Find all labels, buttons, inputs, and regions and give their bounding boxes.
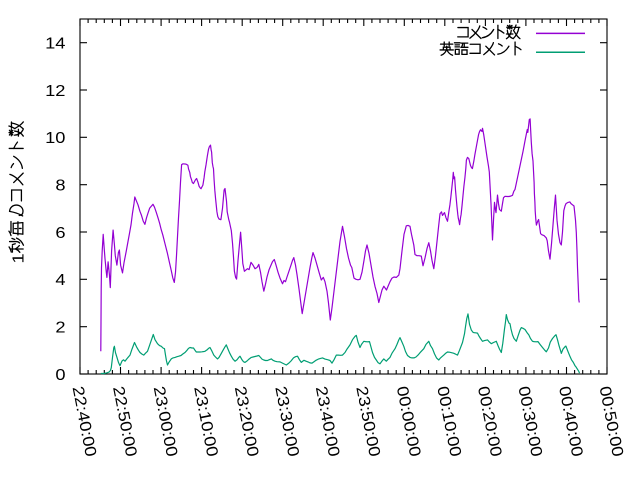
svg-text:10: 10 bbox=[45, 128, 65, 147]
svg-text:4: 4 bbox=[55, 270, 66, 289]
svg-text:8: 8 bbox=[55, 176, 65, 195]
svg-text:14: 14 bbox=[45, 34, 66, 53]
svg-text:1: 1 bbox=[9, 253, 28, 263]
svg-text:6: 6 bbox=[55, 223, 65, 242]
svg-text:0: 0 bbox=[55, 365, 65, 384]
svg-text:12: 12 bbox=[45, 81, 65, 100]
svg-text:2: 2 bbox=[55, 318, 65, 337]
